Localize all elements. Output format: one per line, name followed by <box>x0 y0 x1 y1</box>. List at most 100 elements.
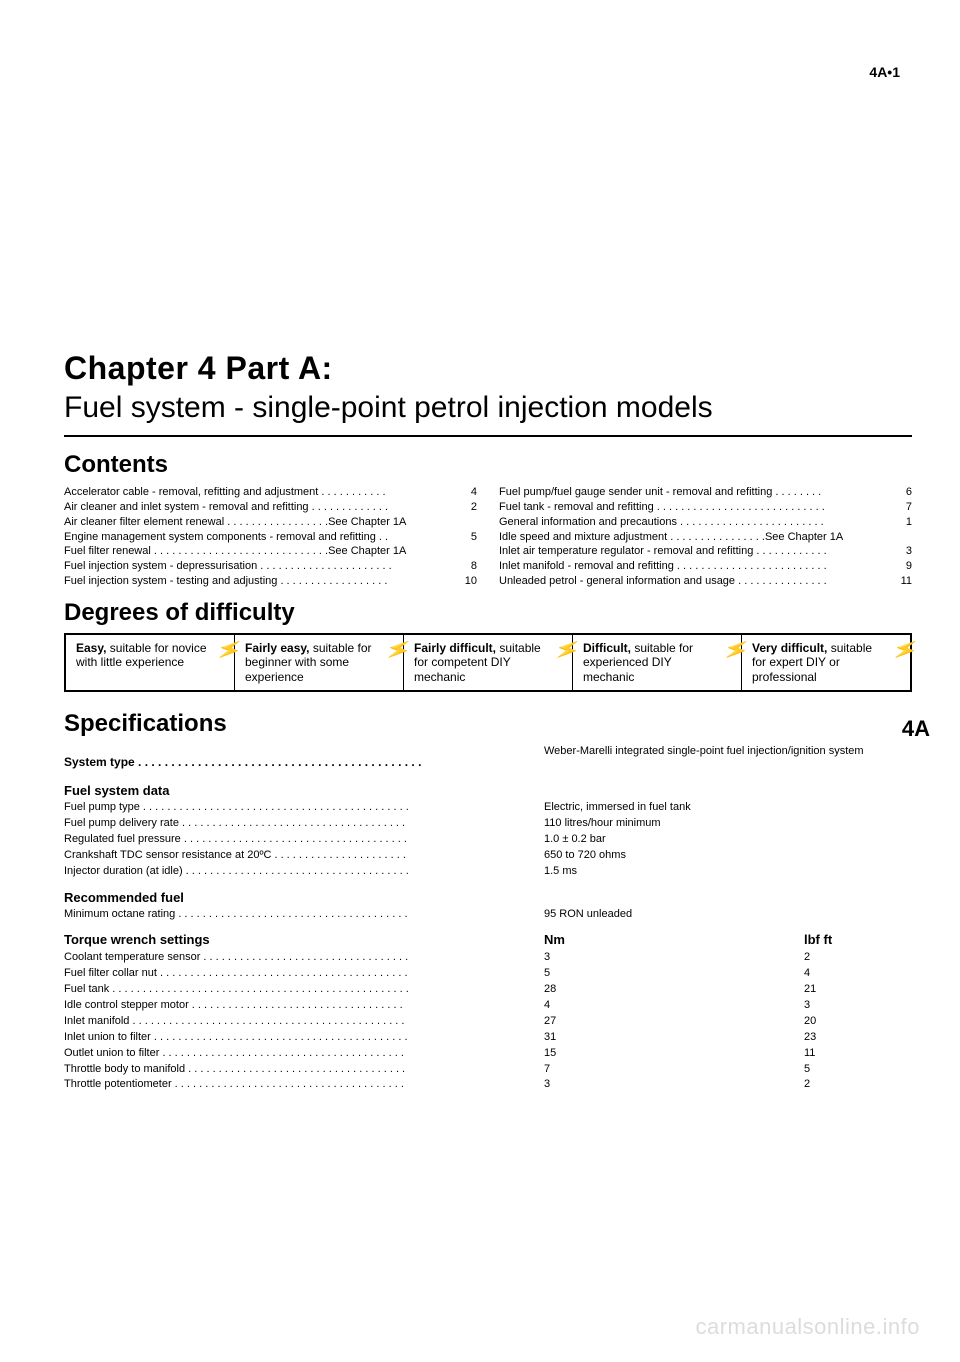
contents-row: Fuel pump/fuel gauge sender unit - remov… <box>499 485 912 500</box>
torque-col-nm: Nm <box>544 931 804 950</box>
difficulty-text: Fairly difficult, suitable for competent… <box>414 641 546 684</box>
wrench-icon: ⚡ <box>543 639 575 686</box>
contents-page: 10 <box>465 574 477 589</box>
difficulty-text: Difficult, suitable for experienced DIY … <box>583 641 715 684</box>
contents-row: Idle speed and mixture adjustment . . . … <box>499 530 912 545</box>
spec-label: Regulated fuel pressure . . . . . . . . … <box>64 832 544 848</box>
spec-label: Minimum octane rating . . . . . . . . . … <box>64 907 544 923</box>
torque-label: Fuel filter collar nut . . . . . . . . .… <box>64 966 544 982</box>
torque-lbf: 20 <box>804 1014 912 1030</box>
spec-row: Crankshaft TDC sensor resistance at 20ºC… <box>64 848 912 864</box>
chapter-title: Chapter 4 Part A: <box>64 350 912 387</box>
torque-label: Throttle potentiometer . . . . . . . . .… <box>64 1077 544 1093</box>
torque-nm: 3 <box>544 950 804 966</box>
torque-lbf: 21 <box>804 982 912 998</box>
torque-row: Inlet union to filter . . . . . . . . . … <box>64 1030 912 1046</box>
contents-row: General information and precautions . . … <box>499 515 912 530</box>
difficulty-cell: Very difficult, suitable for expert DIY … <box>742 635 910 690</box>
torque-label: Inlet union to filter . . . . . . . . . … <box>64 1030 544 1046</box>
contents-label: Unleaded petrol - general information an… <box>499 574 831 589</box>
torque-nm: 27 <box>544 1014 804 1030</box>
torque-label: Coolant temperature sensor . . . . . . .… <box>64 950 544 966</box>
contents-page: 4 <box>471 485 477 500</box>
difficulty-text: Easy, suitable for novice with little ex… <box>76 641 208 684</box>
spec-subheading: Fuel system data <box>64 783 912 798</box>
spec-value: Electric, immersed in fuel tank <box>544 800 912 816</box>
contents-page: 9 <box>906 559 912 574</box>
torque-lbf: 11 <box>804 1046 912 1062</box>
contents-columns: Accelerator cable - removal, refitting a… <box>64 485 912 589</box>
torque-col-lbf: lbf ft <box>804 931 912 950</box>
torque-row: Coolant temperature sensor . . . . . . .… <box>64 950 912 966</box>
torque-row: Idle control stepper motor . . . . . . .… <box>64 998 912 1014</box>
torque-nm: 3 <box>544 1077 804 1093</box>
torque-row: Throttle body to manifold . . . . . . . … <box>64 1062 912 1078</box>
contents-row: Air cleaner and inlet system - removal a… <box>64 500 477 515</box>
spec-row: Minimum octane rating . . . . . . . . . … <box>64 907 912 923</box>
contents-page: 2 <box>471 500 477 515</box>
contents-label: Accelerator cable - removal, refitting a… <box>64 485 390 500</box>
contents-label: Fuel tank - removal and refitting . . . … <box>499 500 829 515</box>
contents-page: 11 <box>901 574 912 589</box>
spec-value: 95 RON unleaded <box>544 907 912 923</box>
spec-value: 650 to 720 ohms <box>544 848 912 864</box>
contents-page: 6 <box>906 485 912 500</box>
torque-nm: 31 <box>544 1030 804 1046</box>
spec-value: 110 litres/hour minimum <box>544 816 912 832</box>
difficulty-cell: Difficult, suitable for experienced DIY … <box>573 635 742 690</box>
difficulty-table: Easy, suitable for novice with little ex… <box>64 633 912 692</box>
section-degrees-title: Degrees of difficulty <box>64 599 912 627</box>
wrench-icon: ⚡ <box>374 639 406 686</box>
contents-page: 1 <box>906 515 912 530</box>
contents-row: Fuel injection system - depressurisation… <box>64 559 477 574</box>
torque-row: Inlet manifold . . . . . . . . . . . . .… <box>64 1014 912 1030</box>
contents-label: Air cleaner filter element renewal . . .… <box>64 515 410 530</box>
contents-label: Inlet manifold - removal and refitting .… <box>499 559 831 574</box>
torque-lbf: 4 <box>804 966 912 982</box>
contents-label: Fuel injection system - testing and adju… <box>64 574 391 589</box>
wrench-icon: ⚡ <box>712 639 744 686</box>
contents-row: Engine management system components - re… <box>64 530 477 545</box>
difficulty-text: Very difficult, suitable for expert DIY … <box>752 641 884 684</box>
contents-page: 8 <box>471 559 477 574</box>
contents-row: Accelerator cable - removal, refitting a… <box>64 485 477 500</box>
section-specs-title: Specifications <box>64 710 912 738</box>
spec-subheading: Recommended fuel <box>64 890 912 905</box>
difficulty-cell: Fairly difficult, suitable for competent… <box>404 635 573 690</box>
contents-row: Inlet air temperature regulator - remova… <box>499 544 912 559</box>
spec-label: System type . . . . . . . . . . . . . . … <box>64 754 544 771</box>
wrench-icon: ⚡ <box>205 639 237 686</box>
spec-value: 1.5 ms <box>544 864 912 880</box>
contents-page: 3 <box>906 544 912 559</box>
contents-row: Air cleaner filter element renewal . . .… <box>64 515 477 530</box>
contents-label: Idle speed and mixture adjustment . . . … <box>499 530 847 545</box>
side-tab: 4A <box>902 716 930 742</box>
torque-lbf: 3 <box>804 998 912 1014</box>
section-contents-title: Contents <box>64 451 912 479</box>
spec-value: 1.0 ± 0.2 bar <box>544 832 912 848</box>
spec-label: Fuel pump type . . . . . . . . . . . . .… <box>64 800 544 816</box>
torque-lbf: 23 <box>804 1030 912 1046</box>
spec-row: Fuel pump delivery rate . . . . . . . . … <box>64 816 912 832</box>
torque-nm: 4 <box>544 998 804 1014</box>
contents-page: 7 <box>906 500 912 515</box>
torque-lbf: 2 <box>804 950 912 966</box>
torque-lbf: 5 <box>804 1062 912 1078</box>
torque-row: Throttle potentiometer . . . . . . . . .… <box>64 1077 912 1093</box>
spec-row: Fuel pump type . . . . . . . . . . . . .… <box>64 800 912 816</box>
spec-value: Weber-Marelli integrated single-point fu… <box>544 744 912 773</box>
torque-label: Throttle body to manifold . . . . . . . … <box>64 1062 544 1078</box>
torque-nm: 5 <box>544 966 804 982</box>
torque-header-row: Torque wrench settings Nm lbf ft <box>64 931 912 950</box>
contents-label: Inlet air temperature regulator - remova… <box>499 544 831 559</box>
watermark: carmanualsonline.info <box>695 1314 920 1340</box>
contents-right: Fuel pump/fuel gauge sender unit - remov… <box>499 485 912 589</box>
torque-label: Inlet manifold . . . . . . . . . . . . .… <box>64 1014 544 1030</box>
contents-row: Inlet manifold - removal and refitting .… <box>499 559 912 574</box>
divider <box>64 435 912 437</box>
difficulty-cell: Fairly easy, suitable for beginner with … <box>235 635 404 690</box>
torque-lbf: 2 <box>804 1077 912 1093</box>
spec-label: Crankshaft TDC sensor resistance at 20ºC… <box>64 848 544 864</box>
spec-label: Fuel pump delivery rate . . . . . . . . … <box>64 816 544 832</box>
spec-row: Regulated fuel pressure . . . . . . . . … <box>64 832 912 848</box>
